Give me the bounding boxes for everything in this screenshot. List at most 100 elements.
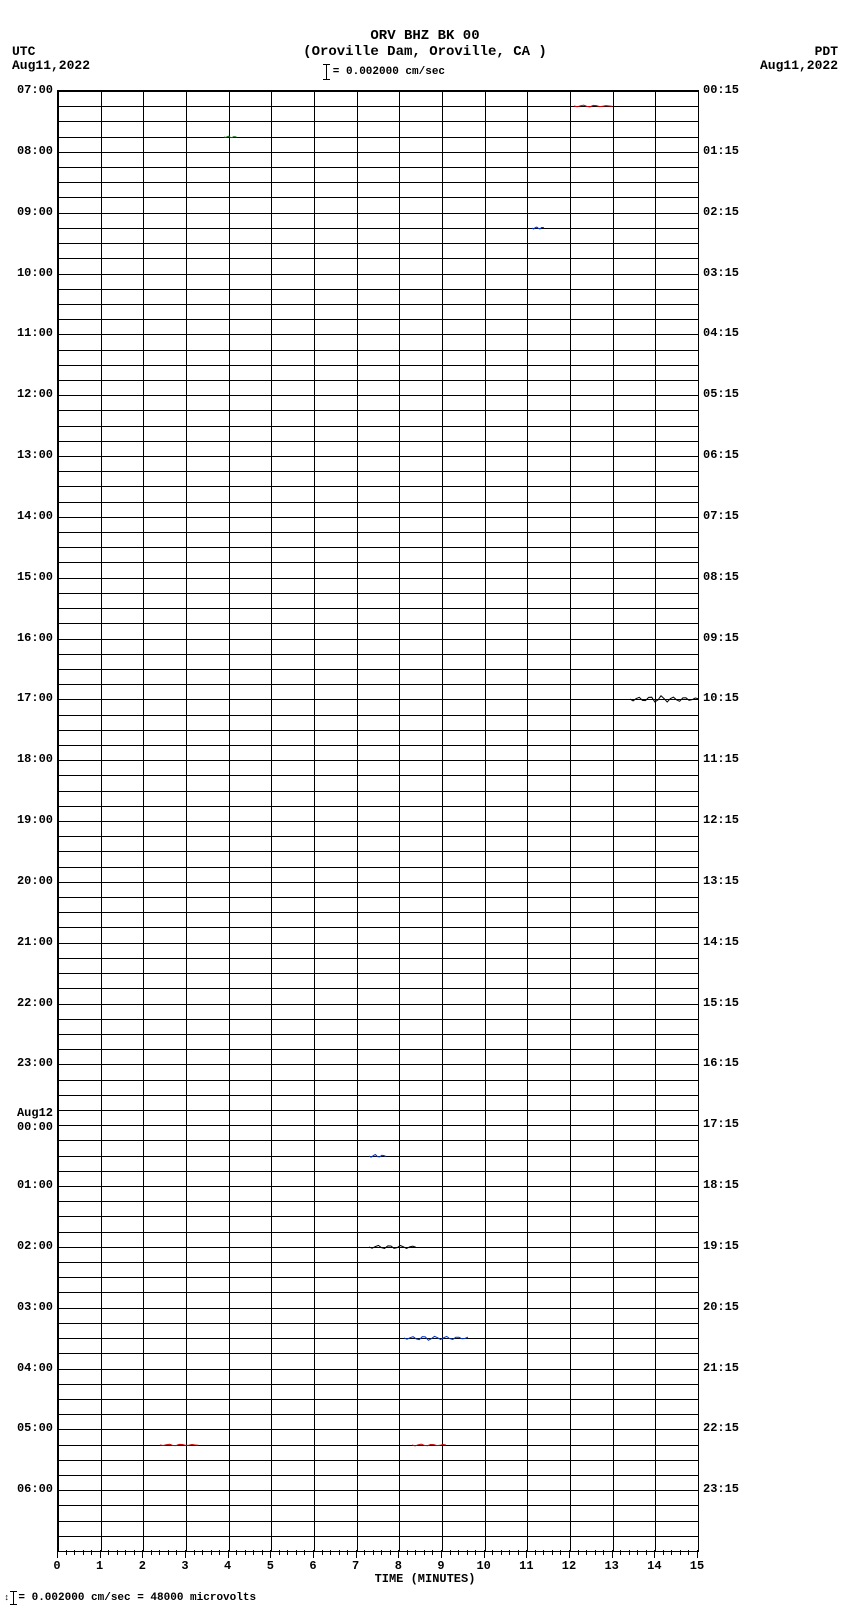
trace-baseline <box>58 502 698 503</box>
trace-baseline <box>58 121 698 122</box>
x-major-tick <box>526 1550 527 1558</box>
right-date-label: Aug11,2022 <box>760 58 838 73</box>
x-minor-tick <box>219 1550 220 1555</box>
trace-baseline <box>58 1399 698 1400</box>
y-right-time-label: 19:15 <box>703 1239 739 1253</box>
y-right-time-label: 04:15 <box>703 326 739 340</box>
trace-baseline <box>58 1064 698 1065</box>
footer-scale-note: ↕ = 0.002000 cm/sec = 48000 microvolts <box>4 1591 256 1605</box>
trace-baseline <box>58 1292 698 1293</box>
x-minor-tick <box>407 1550 408 1555</box>
trace-baseline <box>58 1338 698 1339</box>
x-minor-tick <box>603 1550 604 1555</box>
x-axis-tick-label: 4 <box>224 1559 231 1573</box>
y-right-time-label: 13:15 <box>703 874 739 888</box>
trace-baseline <box>58 1414 698 1415</box>
x-minor-tick <box>125 1550 126 1555</box>
trace-baseline <box>58 1095 698 1096</box>
x-minor-tick <box>552 1550 553 1555</box>
x-major-tick <box>356 1550 357 1558</box>
trace-baseline <box>58 486 698 487</box>
trace-baseline <box>58 197 698 198</box>
x-axis-tick-label: 7 <box>352 1559 359 1573</box>
x-minor-tick <box>262 1550 263 1555</box>
y-right-time-label: 22:15 <box>703 1421 739 1435</box>
x-major-tick <box>654 1550 655 1558</box>
x-major-tick <box>484 1550 485 1558</box>
trace-baseline <box>58 623 698 624</box>
x-minor-tick <box>518 1550 519 1555</box>
x-minor-tick <box>595 1550 596 1555</box>
x-axis-tick-label: 8 <box>395 1559 402 1573</box>
trace-baseline <box>58 1490 698 1491</box>
x-axis-title: TIME (MINUTES) <box>0 1572 850 1586</box>
x-minor-tick <box>74 1550 75 1555</box>
y-left-time-label: 12:00 <box>0 387 53 401</box>
trace-baseline <box>58 730 698 731</box>
y-right-time-label: 16:15 <box>703 1056 739 1070</box>
trace-baseline <box>58 456 698 457</box>
x-axis-tick-label: 15 <box>690 1559 704 1573</box>
x-axis-tick-label: 9 <box>437 1559 444 1573</box>
trace-baseline <box>58 1080 698 1081</box>
x-major-tick <box>398 1550 399 1558</box>
x-minor-tick <box>415 1550 416 1555</box>
y-right-time-label: 14:15 <box>703 935 739 949</box>
seismogram-plot-area <box>57 90 699 1552</box>
trace-baseline <box>58 395 698 396</box>
x-minor-tick <box>236 1550 237 1555</box>
x-minor-tick <box>475 1550 476 1555</box>
trace-baseline <box>58 1262 698 1263</box>
x-axis-tick-label: 5 <box>267 1559 274 1573</box>
trace-baseline <box>58 943 698 944</box>
trace-baseline <box>58 1019 698 1020</box>
x-axis-tick-label: 6 <box>309 1559 316 1573</box>
trace-baseline <box>58 426 698 427</box>
trace-baseline <box>58 1369 698 1370</box>
trace-baseline <box>58 1034 698 1035</box>
trace-baseline <box>58 471 698 472</box>
x-minor-tick <box>245 1550 246 1555</box>
x-minor-tick <box>560 1550 561 1555</box>
x-minor-tick <box>347 1550 348 1555</box>
x-axis-tick-label: 0 <box>53 1559 60 1573</box>
trace-baseline <box>58 1049 698 1050</box>
y-left-time-label: 10:00 <box>0 266 53 280</box>
trace-baseline <box>58 547 698 548</box>
x-minor-tick <box>390 1550 391 1555</box>
trace-baseline <box>58 1521 698 1522</box>
trace-baseline <box>58 593 698 594</box>
footer-prefix-icon: ↕ <box>4 1593 9 1603</box>
x-minor-tick <box>458 1550 459 1555</box>
x-minor-tick <box>646 1550 647 1555</box>
scale-bar-icon <box>13 1591 14 1605</box>
x-major-tick <box>270 1550 271 1558</box>
y-left-time-label: 18:00 <box>0 752 53 766</box>
trace-baseline <box>58 1445 698 1446</box>
x-minor-tick <box>578 1550 579 1555</box>
left-tz-label: UTC <box>12 44 35 59</box>
trace-baseline <box>58 106 698 107</box>
x-minor-tick <box>279 1550 280 1555</box>
trace-baseline <box>58 304 698 305</box>
x-major-tick <box>313 1550 314 1558</box>
trace-baseline <box>58 334 698 335</box>
trace-baseline <box>58 1551 698 1552</box>
y-left-time-label: 23:00 <box>0 1056 53 1070</box>
x-axis-tick-label: 13 <box>604 1559 618 1573</box>
y-right-time-label: 20:15 <box>703 1300 739 1314</box>
x-minor-tick <box>424 1550 425 1555</box>
trace-baseline <box>58 1110 698 1111</box>
x-minor-tick <box>339 1550 340 1555</box>
y-right-time-label: 08:15 <box>703 570 739 584</box>
x-axis-tick-label: 11 <box>519 1559 533 1573</box>
trace-baseline <box>58 1475 698 1476</box>
x-axis-tick-label: 12 <box>562 1559 576 1573</box>
x-minor-tick <box>330 1550 331 1555</box>
trace-baseline <box>58 350 698 351</box>
trace-baseline <box>58 912 698 913</box>
x-major-tick <box>228 1550 229 1558</box>
y-right-time-label: 02:15 <box>703 205 739 219</box>
y-left-time-label: 04:00 <box>0 1361 53 1375</box>
x-minor-tick <box>364 1550 365 1555</box>
